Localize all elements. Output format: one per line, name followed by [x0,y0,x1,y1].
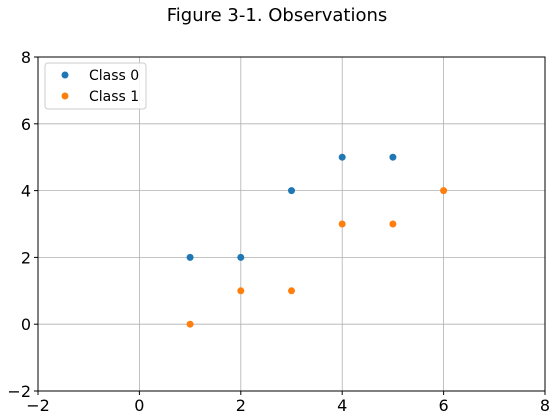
data-point-series-0 [237,253,245,261]
legend-label: Class 0 [89,68,139,84]
data-point-series-1 [440,187,448,195]
data-point-series-0 [186,253,194,261]
data-point-series-0 [288,187,295,195]
chart-title: Figure 3-1. Observations [167,5,388,26]
data-points [186,153,448,328]
legend: Class 0 Class 1 [44,62,147,110]
x-tick-label: 6 [439,396,449,415]
y-tick-label: 6 [21,115,31,134]
x-tick-label: 2 [236,396,246,415]
y-tick-label: 2 [21,248,31,267]
data-point-series-1 [186,320,194,328]
legend-label: Class 1 [89,89,139,105]
data-point-series-1 [237,287,245,295]
x-tick-label: 0 [134,396,144,415]
axes-frame [37,56,546,392]
axes: −2 0 2 4 6 8 −2 0 2 4 6 8 [7,48,550,415]
legend-marker-1 [61,92,69,100]
x-tick-label: 8 [540,396,550,415]
data-point-series-1 [338,220,346,228]
data-point-series-1 [389,220,397,228]
data-point-series-0 [389,153,397,161]
y-tick-label: 4 [21,182,31,201]
legend-box [44,62,147,110]
legend-marker-0 [61,71,69,79]
x-tick-label: 4 [337,396,347,415]
data-point-series-0 [338,153,346,161]
y-tick-label: −2 [7,382,31,401]
data-point-series-1 [288,287,295,295]
y-tick-label: 8 [21,48,31,67]
x-tick-label: −2 [26,396,50,415]
y-tick-label: 0 [21,315,31,334]
